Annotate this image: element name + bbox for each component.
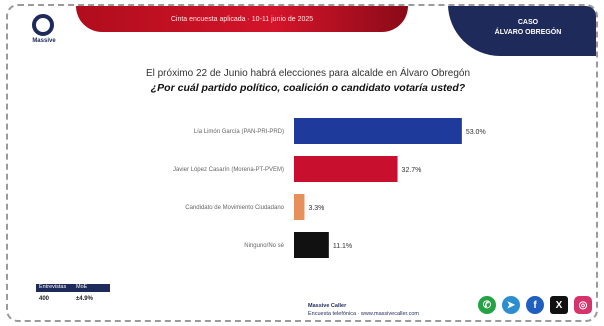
- instagram-icon[interactable]: ◎: [574, 296, 592, 314]
- source-note: Massive Caller Encuesta telefónica · www…: [308, 302, 458, 318]
- logo-label: Massive: [32, 38, 56, 44]
- case-banner: CASO ÁLVARO OBREGÓN: [448, 6, 596, 56]
- social-icons: ✆ ➤ f X ◎: [478, 296, 592, 314]
- category-label: Javier López Casarín (Morena-PT-PVEM): [173, 167, 284, 173]
- top-banner: Cinta encuesta aplicada · 10-11 junio de…: [76, 6, 408, 32]
- methodology-table: Entrevistas MoE 400 ±4.9%: [36, 284, 110, 314]
- source-label: Massive Caller: [308, 303, 347, 309]
- case-label: CASO: [517, 19, 539, 26]
- bar: [294, 156, 398, 182]
- category-label: Ninguno/No sé: [244, 243, 284, 249]
- category-label: Lía Limón García (PAN-PRI-PRD): [194, 129, 284, 135]
- question-intro: El próximo 22 de Junio habrá elecciones …: [145, 68, 471, 79]
- case-location: ÁLVARO OBREGÓN: [494, 29, 562, 36]
- methodology-row: 400 ±4.9%: [36, 292, 110, 306]
- bar-chart: Lía Limón García (PAN-PRI-PRD) 53.0% Javie…: [173, 118, 486, 258]
- facebook-icon[interactable]: f: [526, 296, 544, 314]
- value-label: 11.1%: [333, 243, 352, 250]
- methodology-header: Entrevistas MoE: [36, 284, 110, 292]
- brand-logo: Massive: [24, 14, 64, 50]
- bar: [294, 194, 305, 220]
- source-text: Encuesta telefónica · www.massivecaller.…: [308, 311, 419, 317]
- logo-mark-icon: [32, 14, 54, 36]
- infographic-frame: Massive Cinta encuesta aplicada · 10-11 …: [6, 4, 598, 322]
- bar: [294, 232, 329, 258]
- value-label: 3.3%: [308, 205, 324, 212]
- value-label: 32.7%: [402, 167, 422, 174]
- banner-text: Cinta encuesta aplicada · 10-11 junio de…: [170, 15, 314, 23]
- moe-value: ±4.9%: [76, 296, 93, 302]
- x-icon[interactable]: X: [550, 296, 568, 314]
- interviews-value: 400: [39, 296, 50, 302]
- bar: [294, 118, 462, 144]
- interviews-header: Entrevistas: [39, 284, 67, 290]
- category-label: Candidato de Movimiento Ciudadano: [185, 205, 284, 211]
- telegram-icon[interactable]: ➤: [502, 296, 520, 314]
- value-label: 53.0%: [466, 129, 486, 136]
- whatsapp-icon[interactable]: ✆: [478, 296, 496, 314]
- moe-header: MoE: [76, 284, 88, 290]
- question-title: ¿Por cuál partido político, coalición o …: [150, 82, 466, 94]
